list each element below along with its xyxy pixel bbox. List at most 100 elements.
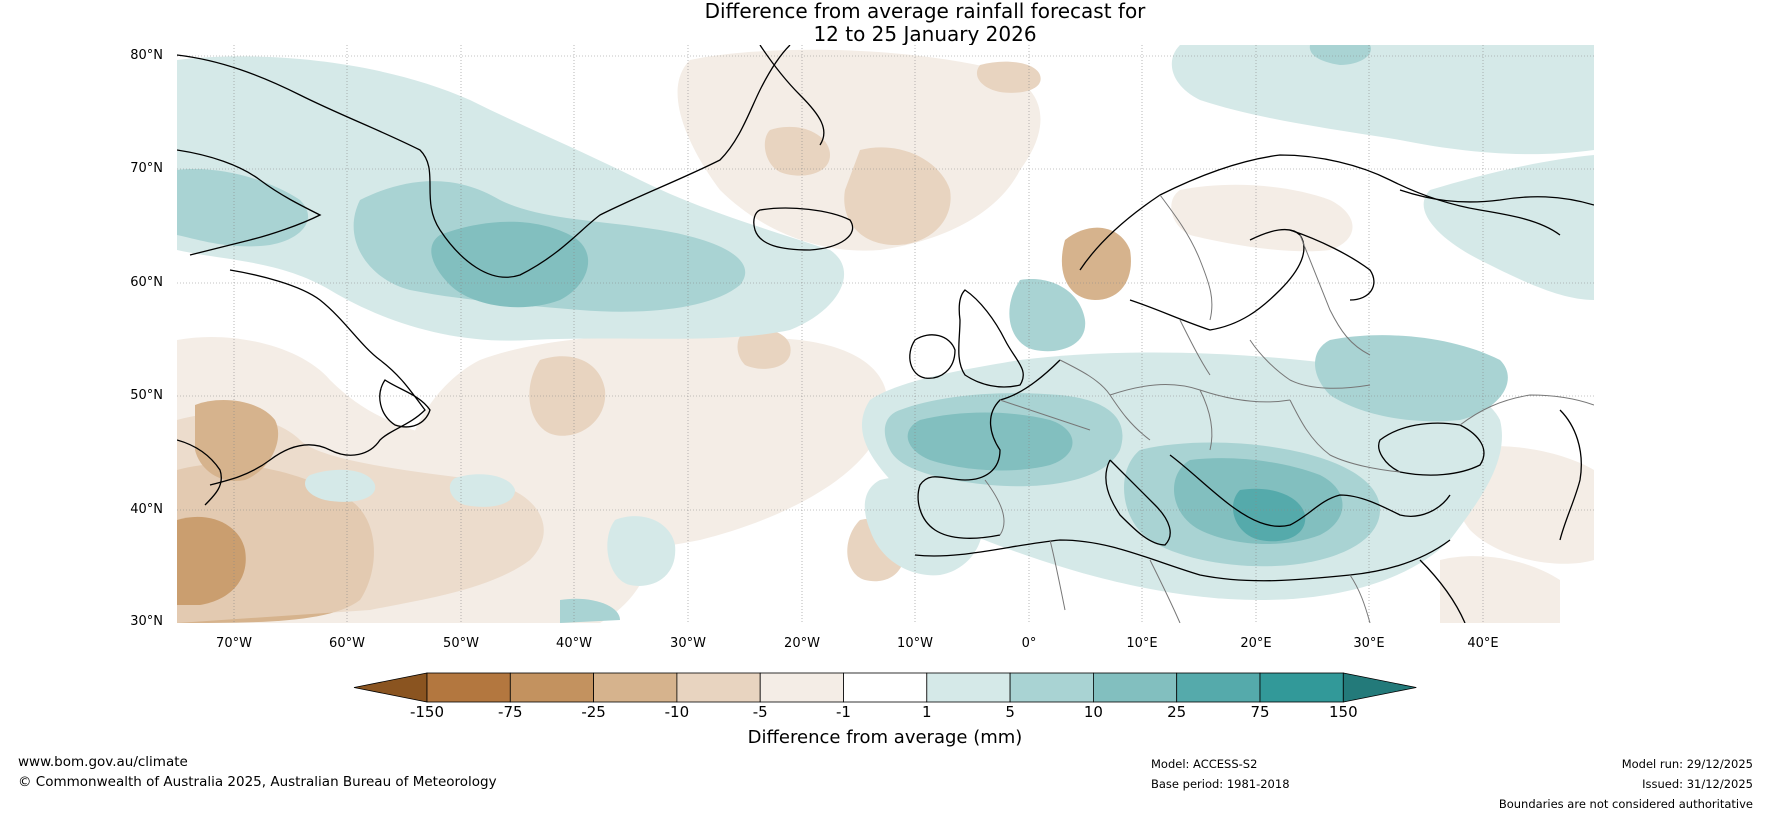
lon-label-30e: 30°E — [1353, 636, 1385, 651]
lon-label-20w: 20°W — [784, 636, 820, 651]
colorbar-tick-label: -5 — [752, 703, 768, 721]
coastlines — [177, 45, 1594, 623]
siberia-wet-band — [1423, 155, 1594, 300]
colorbar-swatch — [843, 672, 928, 703]
map-plot-area — [177, 45, 1594, 623]
lon-label-30w: 30°W — [670, 636, 706, 651]
scandinavia-dry-band — [1171, 184, 1353, 252]
colorbar-tick-label: 5 — [1005, 703, 1015, 721]
greece-wet-core — [1232, 488, 1306, 542]
dry-anomaly-layer — [177, 49, 1594, 623]
country-borders — [984, 194, 1594, 623]
southwest-dry-deep — [177, 516, 246, 605]
caspian-coast — [1559, 409, 1582, 541]
colorbar-tick-label: -1 — [836, 703, 851, 721]
iceland-coast — [753, 207, 854, 251]
colorbar-swatch — [1259, 672, 1344, 703]
lon-label-0: 0° — [1021, 636, 1037, 651]
italy-coast — [1105, 459, 1171, 546]
norway-coast — [1079, 154, 1561, 271]
great-britain-coast — [958, 289, 1024, 388]
greenland-east-coast — [759, 45, 825, 146]
africa-east-dry — [1440, 556, 1560, 623]
colorbar-tick-label: 150 — [1328, 703, 1358, 721]
colorbar-tick-label: -25 — [581, 703, 606, 721]
southwest-dry-mid — [177, 413, 544, 623]
france-wet-core — [907, 412, 1073, 471]
newfoundland-wet — [305, 469, 376, 502]
colorbar-arrow-high — [1342, 672, 1417, 703]
lon-label-50w: 50°W — [443, 636, 479, 651]
norway-dry-core — [1061, 227, 1131, 300]
labrador-coast — [209, 269, 426, 486]
lat-label-60n: 60°N — [130, 275, 163, 290]
arctic-wet-core — [1309, 45, 1371, 65]
gridlines — [177, 45, 1594, 623]
colorbar-swatch — [676, 672, 761, 703]
mid-atlantic-wet-spot — [449, 474, 515, 507]
colorbar-swatch — [759, 672, 844, 703]
lon-label-10w: 10°W — [897, 636, 933, 651]
website-link[interactable]: www.bom.gov.au/climate — [18, 754, 188, 770]
southwest-wet-spot — [560, 598, 620, 623]
north-atlantic-dry-core — [844, 147, 951, 245]
arctic-wet-band — [1171, 45, 1594, 155]
lat-label-40n: 40°N — [130, 502, 163, 517]
black-sea-coast — [1378, 422, 1485, 476]
south-greenland-wet-core — [431, 221, 589, 308]
colorbar-tick-label: 75 — [1250, 703, 1270, 721]
colorbar-swatch — [926, 672, 1011, 703]
model-run-date: Model run: 29/12/2025 — [1621, 757, 1753, 771]
rainfall-anomaly-map — [177, 45, 1594, 623]
balkan-coast — [1169, 454, 1451, 527]
lon-label-70w: 70°W — [216, 636, 252, 651]
lon-label-40w: 40°W — [556, 636, 592, 651]
colorbar-tick-label: -75 — [498, 703, 523, 721]
lat-label-50n: 50°N — [130, 388, 163, 403]
colorbar-tick-label: -10 — [664, 703, 690, 721]
greenland-east-dry — [764, 126, 830, 176]
colorbar-tick-label: -150 — [409, 703, 445, 721]
wet-anomaly-layer — [177, 45, 1594, 623]
colorbar-swatch — [593, 672, 678, 703]
colorbar-tick-label: 10 — [1083, 703, 1103, 721]
colorbar-swatch — [1009, 672, 1094, 703]
colorbar-tick-label: 25 — [1167, 703, 1187, 721]
lat-label-30n: 30°N — [130, 614, 163, 629]
copyright-notice: © Commonwealth of Australia 2025, Austra… — [18, 774, 497, 790]
mediterranean-south-coast — [914, 539, 1451, 582]
title-line-1: Difference from average rainfall forecas… — [704, 0, 1146, 23]
model-name: Model: ACCESS-S2 — [1151, 757, 1258, 771]
colorbar-swatch — [426, 672, 511, 703]
colorbar-swatch — [1176, 672, 1261, 703]
baffin-coast — [177, 149, 322, 256]
azores-wet — [607, 516, 676, 586]
finland-coast — [1289, 229, 1375, 301]
boundary-disclaimer: Boundaries are not considered authoritat… — [1498, 797, 1753, 811]
lon-label-60w: 60°W — [329, 636, 365, 651]
mid-atlantic-dry-spot-2 — [737, 328, 791, 369]
colorbar-arrow-low — [353, 672, 428, 703]
hudson-wet-band — [177, 169, 309, 247]
us-east-coast — [177, 439, 222, 506]
base-period: Base period: 1981-2018 — [1151, 777, 1290, 791]
red-sea-coast — [1419, 559, 1466, 623]
issued-date: Issued: 31/12/2025 — [1642, 777, 1753, 791]
colorbar-tick-label: 1 — [922, 703, 932, 721]
lat-label-80n: 80°N — [130, 48, 163, 63]
greenland-coast — [177, 45, 791, 278]
ukraine-wet-band — [1315, 335, 1508, 422]
lon-label-20e: 20°E — [1240, 636, 1272, 651]
british-isles-wet — [1009, 279, 1086, 352]
colorbar — [353, 672, 1417, 703]
ireland-coast — [909, 334, 956, 379]
lon-label-10e: 10°E — [1126, 636, 1158, 651]
newfoundland-dry-core — [195, 400, 279, 481]
iberia-wet — [864, 476, 983, 576]
title-line-2: 12 to 25 January 2026 — [813, 22, 1037, 46]
colorbar-swatch — [509, 672, 594, 703]
colorbar-label: Difference from average (mm) — [747, 727, 1023, 748]
newfoundland-coast — [379, 379, 431, 428]
svalbard-dry — [976, 61, 1041, 93]
colorbar-swatch — [1093, 672, 1178, 703]
